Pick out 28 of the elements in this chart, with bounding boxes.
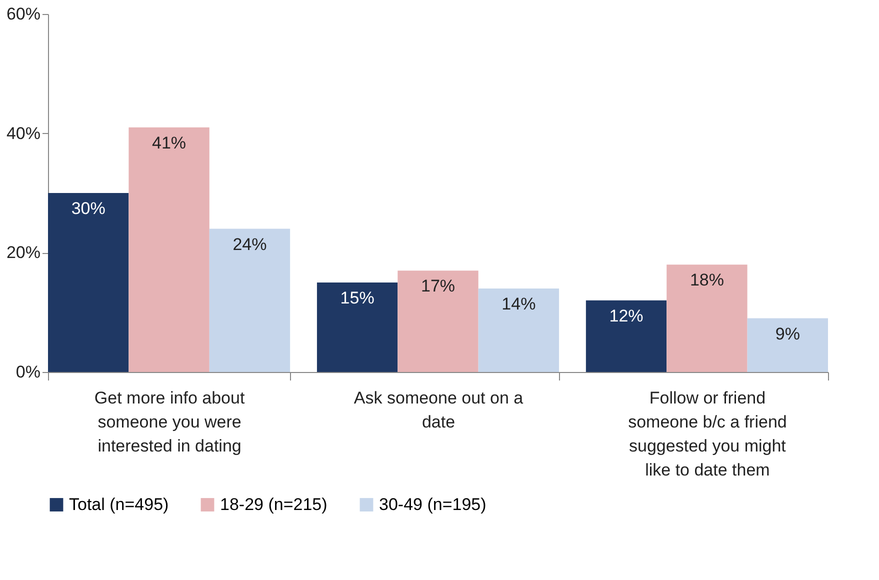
legend-label: 18-29 (n=215)	[220, 494, 328, 514]
bar	[128, 127, 210, 372]
y-tick-label: 60%	[6, 4, 40, 24]
legend-label: 30-49 (n=195)	[379, 494, 486, 514]
bar	[586, 300, 667, 372]
text: 17%	[420, 276, 456, 296]
y-tick-label: 0%	[16, 362, 40, 382]
bar	[48, 193, 129, 372]
text: 30%	[71, 199, 106, 218]
y-tick-label: 20%	[6, 243, 40, 262]
text: 41%	[152, 133, 186, 152]
x-tick-label: Ask someone out on a date	[354, 388, 524, 432]
text: 15%	[340, 288, 374, 308]
y-tick-label: 40%	[6, 124, 40, 143]
bar	[747, 318, 828, 372]
text: 24%	[232, 234, 267, 254]
text: 12%	[609, 306, 644, 326]
bar	[398, 270, 478, 372]
legend-label: Total (n=495)	[69, 494, 169, 514]
text: 18%	[690, 270, 724, 290]
x-tick-label: Follow or friend someone b/c a friend suggested you might like to date them	[628, 388, 787, 480]
bar	[209, 228, 290, 372]
x-tick-label: Get more info about someone you were interested in dating	[94, 388, 245, 456]
text: 14%	[502, 294, 536, 314]
text: 9%	[775, 324, 800, 344]
bar	[478, 288, 560, 372]
bar	[316, 282, 398, 372]
bar	[666, 264, 748, 372]
